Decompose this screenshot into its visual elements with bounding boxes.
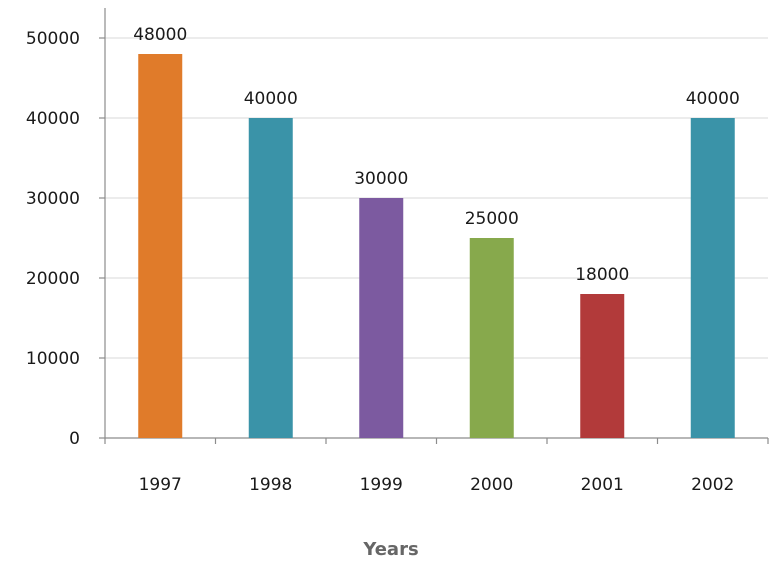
data-label: 40000 (686, 89, 740, 109)
data-label: 40000 (244, 89, 298, 109)
x-axis-title: Years (362, 539, 418, 560)
x-tick-label: 1998 (249, 475, 292, 495)
bar-2002 (690, 118, 735, 438)
y-tick-label: 30000 (26, 189, 80, 209)
x-tick-label: 1999 (360, 475, 403, 495)
y-tick-labels: 0 10000 20000 30000 40000 50000 (26, 29, 80, 449)
x-tick-label: 1997 (139, 475, 182, 495)
data-labels: 48000 40000 30000 25000 18000 40000 (133, 25, 740, 285)
x-tick-labels: 1997 1998 1999 2000 2001 2002 (139, 475, 735, 495)
data-label: 18000 (575, 265, 629, 285)
bar-1998 (248, 118, 293, 438)
bars (138, 54, 735, 438)
bar-1997 (138, 54, 183, 438)
axes (99, 8, 769, 444)
data-label: 30000 (354, 169, 408, 189)
x-tick-label: 2001 (581, 475, 624, 495)
data-label: 25000 (465, 209, 519, 229)
x-tick-label: 2002 (691, 475, 734, 495)
y-tick-label: 0 (69, 429, 80, 449)
data-label: 48000 (133, 25, 187, 45)
y-tick-label: 50000 (26, 29, 80, 49)
y-tick-label: 20000 (26, 269, 80, 289)
grid-lines (105, 37, 768, 359)
y-tick-label: 10000 (26, 349, 80, 369)
x-tick-label: 2000 (470, 475, 513, 495)
bar-1999 (359, 198, 404, 438)
bar-2001 (580, 294, 625, 438)
bar-2000 (469, 238, 514, 438)
y-tick-label: 40000 (26, 109, 80, 129)
